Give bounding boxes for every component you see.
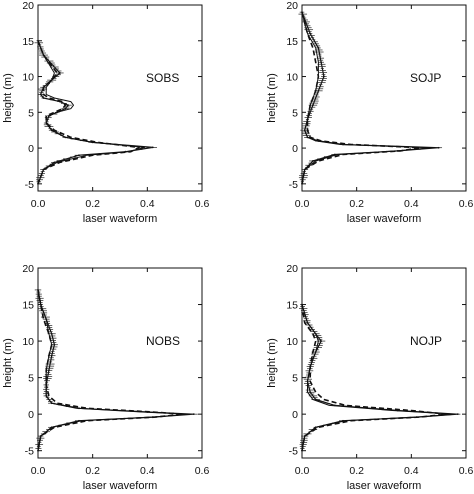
chart-panel-sojp: 0.0 0.2 0.4 0.6 -5 0 5 10 15 20 laser waveform heig… xyxy=(266,0,473,225)
y-axis-title: height (m) xyxy=(2,338,14,388)
y-tick-label: 15 xyxy=(286,300,298,312)
data-point xyxy=(312,160,314,162)
y-tick-label: 0 xyxy=(28,409,34,421)
data-point xyxy=(317,89,320,92)
data-point xyxy=(456,413,459,416)
chart-panel-nojp: 0.0 0.2 0.4 0.6 -5 0 5 10 15 20 laser waveform heig… xyxy=(266,263,473,492)
y-tick-label: 0 xyxy=(28,143,34,155)
y-tick-label: 5 xyxy=(28,107,34,119)
series-dashed xyxy=(301,304,448,451)
x-tick-label: 0.2 xyxy=(349,198,364,210)
y-axis-title: height (m) xyxy=(266,338,278,388)
x-tick-label: 0.2 xyxy=(85,198,100,210)
y-tick-label: 5 xyxy=(292,373,298,385)
data-point xyxy=(317,47,320,49)
x-tick-label: 0.6 xyxy=(195,198,210,210)
y-tick-label: 10 xyxy=(22,72,34,84)
y-tick-label: 20 xyxy=(286,263,298,275)
data-point xyxy=(192,413,195,416)
x-tick-label: 0.0 xyxy=(295,465,310,477)
x-tick-label: 0.4 xyxy=(140,465,155,477)
data-point xyxy=(437,146,440,149)
y-tick-label: 15 xyxy=(286,36,298,48)
x-axis-title: laser waveform xyxy=(83,213,158,225)
series-smooth xyxy=(301,304,456,451)
x-tick-label: 0.4 xyxy=(404,198,419,210)
data-point xyxy=(42,97,45,99)
y-tick-label: -5 xyxy=(289,179,298,191)
panel-label: SOJP xyxy=(410,71,441,85)
y-tick-label: 0 xyxy=(292,409,298,421)
y-tick-label: -5 xyxy=(25,179,34,191)
plot-frame xyxy=(37,267,203,459)
x-tick-label: 0.0 xyxy=(295,198,310,210)
data-point xyxy=(53,161,56,164)
y-tick-label: 15 xyxy=(22,300,34,312)
y-tick-label: -5 xyxy=(289,446,298,458)
y-tick-label: -5 xyxy=(25,446,34,458)
y-tick-label: 15 xyxy=(22,36,34,48)
plot-frame xyxy=(37,4,203,192)
y-tick-label: 5 xyxy=(28,373,34,385)
x-tick-label: 0.0 xyxy=(31,198,46,210)
data-point xyxy=(39,93,42,96)
y-tick-label: 0 xyxy=(292,143,298,155)
data-point xyxy=(64,107,67,110)
data-point xyxy=(151,146,154,149)
x-tick-label: 0.6 xyxy=(459,198,474,210)
y-tick-label: 10 xyxy=(22,336,34,348)
data-point xyxy=(78,154,80,157)
x-tick-label: 0.4 xyxy=(140,198,155,210)
x-tick-label: 0.2 xyxy=(349,465,364,477)
data-point xyxy=(312,104,314,107)
plot-frame xyxy=(301,267,467,459)
series-dashed xyxy=(301,12,421,184)
plot-frame xyxy=(301,4,467,192)
data-point xyxy=(309,32,312,35)
data-point xyxy=(67,104,69,107)
panel-label: NOBS xyxy=(146,334,180,348)
data-point xyxy=(320,61,323,64)
y-tick-label: 20 xyxy=(22,0,34,12)
x-axis-title: laser waveform xyxy=(347,480,422,492)
y-tick-label: 10 xyxy=(286,336,298,348)
x-axis-title: laser waveform xyxy=(347,213,422,225)
x-tick-label: 0.4 xyxy=(404,465,419,477)
series-noisy xyxy=(301,11,440,184)
data-point xyxy=(309,391,312,394)
data-point xyxy=(50,332,53,335)
data-point xyxy=(320,340,323,342)
data-point xyxy=(322,75,325,78)
y-axis-title: height (m) xyxy=(266,73,278,123)
series-dashed xyxy=(37,289,184,451)
x-axis-title: laser waveform xyxy=(83,480,158,492)
y-axis-title: height (m) xyxy=(2,73,14,123)
panel-label: SOBS xyxy=(146,71,179,85)
data-point xyxy=(53,343,56,346)
data-point xyxy=(58,72,61,74)
data-point xyxy=(50,354,53,357)
chart-panel-sobs: 0.0 0.2 0.4 0.6 -5 0 5 10 15 20 laser waveform heig… xyxy=(2,0,209,225)
x-tick-label: 0.6 xyxy=(195,465,210,477)
y-tick-label: 20 xyxy=(286,0,298,12)
chart-panel-nobs: 0.0 0.2 0.4 0.6 -5 0 5 10 15 20 laser waveform heig… xyxy=(2,263,209,492)
y-tick-label: 5 xyxy=(292,107,298,119)
y-tick-label: 10 xyxy=(286,72,298,84)
series-dashed xyxy=(37,40,140,185)
x-tick-label: 0.6 xyxy=(459,465,474,477)
series-smooth xyxy=(301,12,431,184)
panel-label: NOJP xyxy=(410,334,442,348)
series-noisy xyxy=(301,304,459,451)
x-tick-label: 0.2 xyxy=(85,465,100,477)
x-tick-label: 0.0 xyxy=(31,465,46,477)
data-point xyxy=(48,369,50,372)
y-tick-label: 20 xyxy=(22,263,34,275)
